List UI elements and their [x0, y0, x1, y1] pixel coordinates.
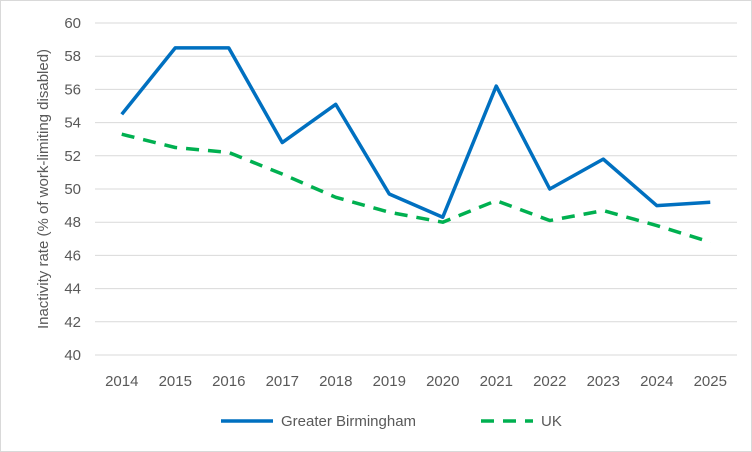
x-tick-label: 2022: [533, 373, 566, 390]
y-tick-label: 48: [64, 214, 81, 231]
x-tick-label: 2021: [480, 373, 513, 390]
y-tick-label: 56: [64, 81, 81, 98]
x-tick-label: 2018: [319, 373, 352, 390]
series-line-uk: [121, 132, 711, 244]
y-tick-label: 44: [64, 281, 81, 298]
y-tick-label: 54: [64, 115, 81, 132]
x-tick-label: 2014: [105, 373, 138, 390]
x-tick-label: 2019: [373, 373, 406, 390]
x-tick-label: 2016: [212, 373, 245, 390]
x-tick-label: 2020: [426, 373, 459, 390]
y-tick-label: 60: [64, 15, 81, 32]
y-tick-label: 50: [64, 181, 81, 198]
y-tick-label: 58: [64, 48, 81, 65]
x-tick-label: 2017: [266, 373, 299, 390]
y-tick-label: 52: [64, 148, 81, 165]
x-tick-label: 2015: [159, 373, 192, 390]
y-tick-label: 46: [64, 247, 81, 264]
y-axis-title: Inactivity rate (% of work-limiting disa…: [35, 49, 52, 329]
x-tick-label: 2024: [640, 373, 673, 390]
series-line-greater-birmingham: [120, 46, 711, 219]
y-tick-label: 42: [64, 314, 81, 331]
x-tick-label: 2025: [694, 373, 727, 390]
x-tick-label: 2023: [587, 373, 620, 390]
legend-label: UK: [541, 413, 562, 430]
y-tick-label: 40: [64, 347, 81, 364]
legend-label: Greater Birmingham: [281, 413, 416, 430]
